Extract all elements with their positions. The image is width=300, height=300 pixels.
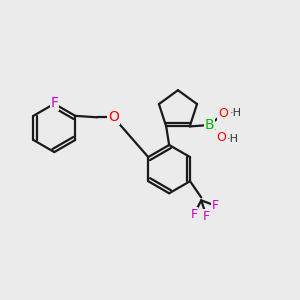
Text: F: F — [50, 97, 58, 110]
Text: F: F — [212, 199, 219, 212]
Text: F: F — [203, 210, 210, 223]
Text: F: F — [190, 208, 197, 221]
Text: ·H: ·H — [227, 134, 239, 144]
Text: O: O — [218, 107, 228, 120]
Text: B: B — [205, 118, 214, 132]
Text: O: O — [216, 131, 226, 144]
Text: O: O — [108, 110, 119, 124]
Text: ·H: ·H — [230, 108, 242, 118]
